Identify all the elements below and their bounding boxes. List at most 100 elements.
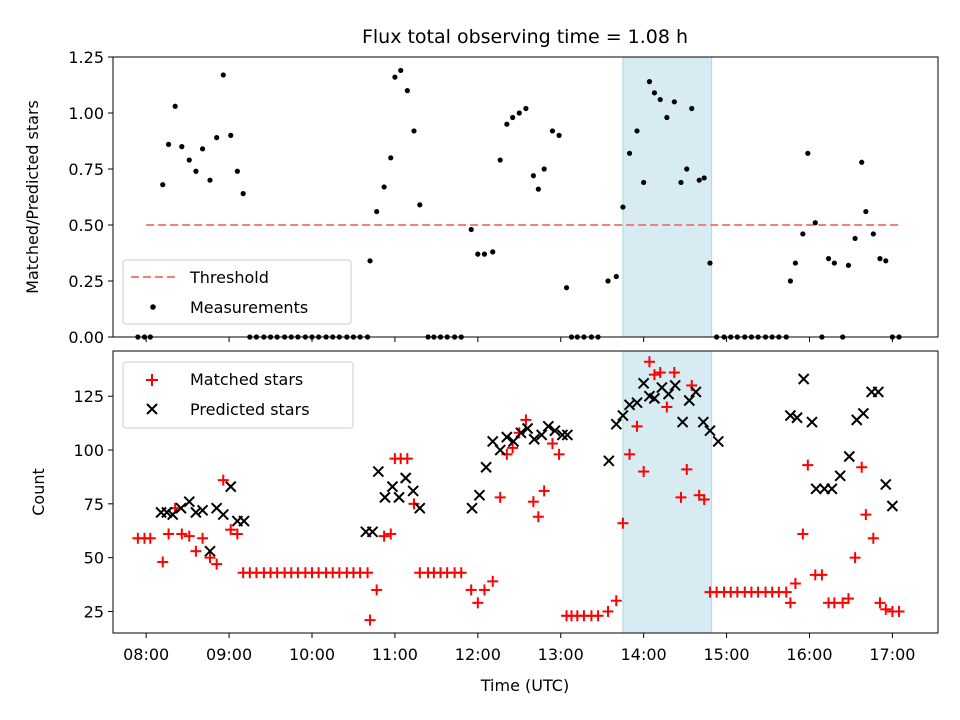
measurement-point [535, 186, 541, 192]
predicted-point [217, 508, 229, 521]
measurement-point [220, 72, 226, 78]
matched-point [532, 511, 544, 523]
top-y-axis-label: Matched/Predicted stars [23, 100, 42, 294]
legend-predicted-label: Predicted stars [190, 400, 310, 419]
predicted-point [407, 485, 419, 497]
predicted-point [603, 455, 615, 467]
matched-point [654, 367, 666, 379]
measurement-point [549, 128, 556, 134]
measurement-point [870, 231, 876, 237]
x-tick-label: 14:00 [621, 645, 667, 664]
matched-point [661, 401, 673, 413]
matched-point [638, 466, 650, 478]
bottom-y-axis-label: Count [29, 468, 48, 516]
predicted-point [175, 502, 187, 514]
predicted-point [473, 489, 486, 501]
bottom-axes-frame [112, 350, 939, 634]
predicted-point [535, 429, 548, 441]
matched-point [856, 461, 868, 473]
matched-point [617, 517, 629, 529]
legend-measurements-marker [150, 304, 156, 310]
predicted-point [166, 508, 179, 521]
chart-title: Flux total observing time = 1.08 h [362, 26, 688, 48]
matched-point [163, 528, 175, 540]
measurement-point [199, 146, 206, 152]
predicted-point [806, 416, 818, 428]
matched-point [225, 524, 237, 536]
matched-point [698, 494, 710, 506]
bottom-y-tick-label: 75 [84, 495, 104, 514]
matched-point [217, 474, 229, 486]
predicted-point [669, 379, 681, 392]
matched-point [643, 356, 655, 368]
measurement-point [684, 166, 690, 172]
measurement-point [812, 220, 818, 226]
matched-point [648, 369, 660, 381]
predicted-point [379, 491, 391, 504]
measurement-point [863, 208, 869, 215]
measurement-point [664, 114, 670, 121]
top-highlight-span [622, 56, 713, 338]
measurement-point [831, 260, 837, 266]
measurement-point [481, 251, 488, 257]
predicted-point [196, 504, 209, 517]
predicted-point [676, 416, 689, 428]
bottom-y-tick-label: 100 [73, 441, 104, 460]
measurement-point [701, 175, 707, 181]
measurement-point [657, 96, 663, 103]
legend-matched-marker [146, 374, 158, 386]
x-tick-label: 15:00 [704, 645, 750, 664]
matched-point [893, 605, 905, 617]
measurement-point [165, 141, 172, 147]
matched-point [197, 532, 209, 544]
predicted-point [372, 465, 385, 478]
predicted-point [797, 373, 810, 385]
legend-measurements-label: Measurements [190, 298, 308, 317]
measurement-point [411, 128, 417, 134]
bottom-highlight-span [622, 350, 713, 634]
matched-point [797, 528, 809, 540]
top-panel: 0.00 0.25 0.50 0.75 1.00 1.25 [68, 48, 939, 347]
measurement-point [398, 67, 404, 74]
predicted-point [515, 427, 527, 439]
matched-point [144, 532, 156, 544]
legend-threshold-label: Threshold [189, 268, 269, 287]
predicted-point [810, 483, 822, 495]
measurement-point [671, 99, 677, 105]
predicted-point [204, 545, 216, 557]
measurement-point [852, 235, 858, 242]
measurement-point [859, 159, 865, 165]
bottom-legend: Matched stars Predicted stars [122, 361, 354, 429]
predicted-point [183, 495, 195, 508]
bottom-y-tick-label: 125 [73, 387, 104, 406]
matched-point [849, 552, 861, 564]
predicted-point [480, 461, 492, 473]
legend-predicted-marker [146, 403, 158, 415]
bottom-series-matched-stars [132, 356, 905, 626]
predicted-point [648, 392, 661, 405]
matched-point [190, 545, 202, 557]
predicted-point [556, 429, 569, 441]
matched-point [487, 575, 499, 587]
measurement-point [234, 168, 240, 174]
predicted-point [617, 409, 629, 422]
matched-point [362, 567, 374, 579]
matched-point [837, 597, 849, 609]
matched-point [478, 584, 490, 596]
matched-point [408, 498, 420, 510]
predicted-point [494, 444, 506, 456]
predicted-point [712, 435, 724, 448]
predicted-point [542, 420, 555, 433]
matched-point [472, 597, 484, 609]
matched-point [538, 485, 550, 497]
matched-point [211, 558, 223, 570]
top-y-tick-label: 0.25 [68, 272, 104, 291]
measurement-point [392, 74, 398, 80]
measurement-point [634, 128, 640, 134]
measurement-point [404, 88, 410, 94]
x-tick-label: 10:00 [289, 645, 335, 664]
matched-point [789, 577, 801, 589]
x-tick-label: 08:00 [123, 645, 169, 664]
matched-point [507, 442, 519, 454]
matched-point [494, 491, 506, 503]
